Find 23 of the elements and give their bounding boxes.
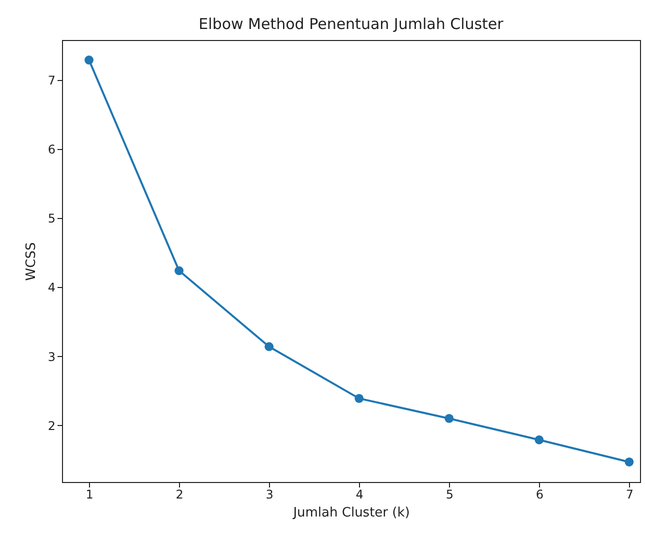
point [444, 414, 454, 423]
x-tick-label: 7 [626, 488, 634, 502]
point [534, 435, 544, 444]
y-tick-label: 4 [48, 280, 56, 295]
point [84, 56, 94, 64]
point [624, 458, 634, 466]
y-axis-title: WCSS [24, 242, 39, 281]
x-tick-label: 3 [266, 488, 274, 502]
y-tick-label: 5 [48, 212, 56, 226]
x-axis-title: Jumlah Cluster (k) [292, 506, 410, 520]
point [264, 342, 274, 352]
y-tick-label: 3 [48, 350, 56, 364]
point [354, 394, 364, 403]
x-tick-label: 5 [446, 488, 454, 502]
chart-title: Elbow Method Penentuan Jumlah Cluster [198, 15, 504, 33]
point [174, 266, 184, 276]
x-tick-label: 6 [536, 488, 544, 502]
y-tick-label: 6 [48, 142, 56, 157]
y-tick-label: 7 [48, 74, 56, 88]
x-tick-label: 1 [86, 488, 94, 502]
x-tick-label: 4 [356, 488, 364, 502]
x-tick-label: 2 [176, 488, 184, 502]
y-tick-label: 2 [48, 418, 56, 433]
